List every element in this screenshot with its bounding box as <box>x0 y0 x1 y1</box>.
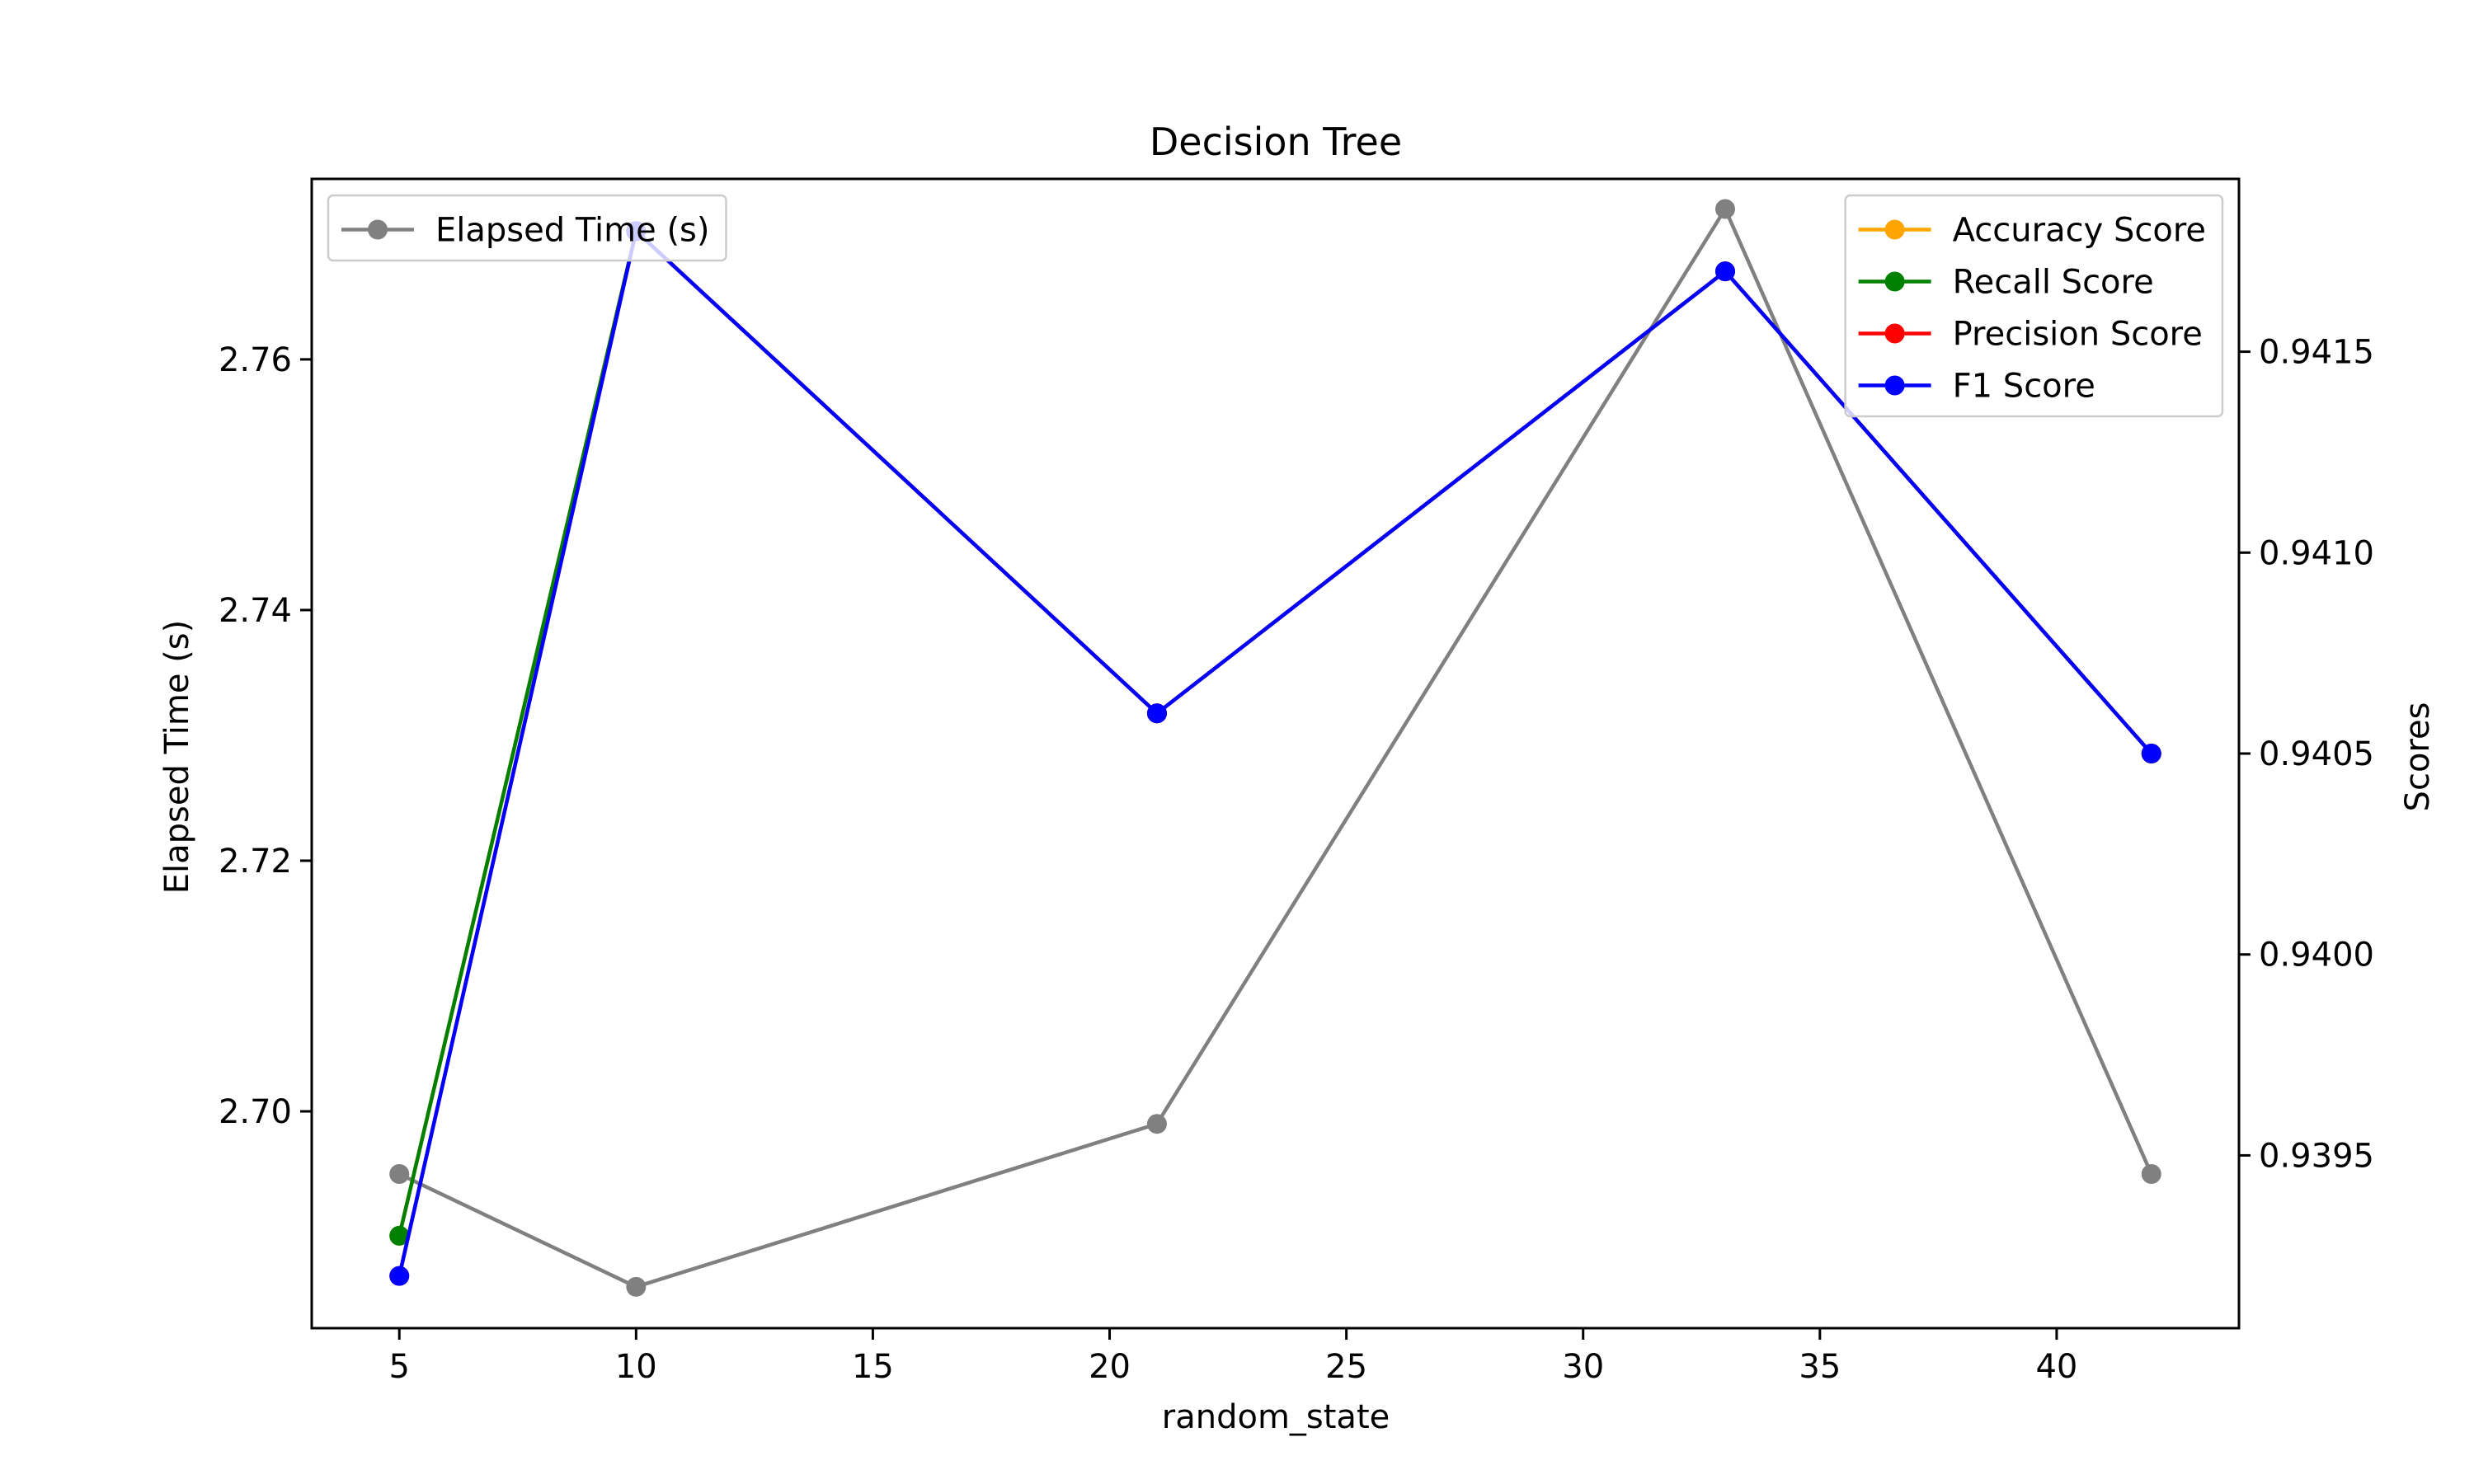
legend-label: Recall Score <box>1953 264 2154 302</box>
data-point-recall-score <box>389 1225 410 1246</box>
data-point-elapsed-time-s <box>1146 1114 1167 1134</box>
data-point-elapsed-time-s <box>389 1164 410 1185</box>
legend-marker-f1-score <box>1884 375 1905 396</box>
legend-marker-recall-score <box>1884 271 1905 292</box>
right-y-tick-label: 0.9405 <box>2259 735 2374 773</box>
data-point-f1-score <box>389 1266 410 1286</box>
left-y-tick-label: 2.74 <box>219 592 292 630</box>
right-y-axis-label: Scores <box>2399 702 2437 812</box>
data-point-elapsed-time-s <box>1714 199 1735 219</box>
series-elapsed-time-s <box>389 199 2161 1297</box>
legend-marker-accuracy-score <box>1884 219 1905 240</box>
data-point-elapsed-time-s <box>626 1276 647 1297</box>
x-tick-label: 40 <box>2035 1348 2077 1386</box>
chart-legends: Elapsed Time (s) Accuracy Score Recall Sco… <box>327 194 2224 418</box>
x-tick-label: 5 <box>389 1348 410 1386</box>
x-tick-label: 10 <box>615 1348 657 1386</box>
x-tick-label: 30 <box>1562 1348 1604 1386</box>
left-y-axis-label: Elapsed Time (s) <box>158 620 196 895</box>
legend-label: Accuracy Score <box>1953 212 2206 250</box>
right-y-tick-label: 0.9415 <box>2259 334 2374 372</box>
right-y-tick-label: 0.9410 <box>2259 534 2374 572</box>
x-tick-label: 35 <box>1799 1348 1841 1386</box>
legend-box <box>1844 194 2224 418</box>
right-y-tick-label: 0.9395 <box>2259 1137 2374 1175</box>
legend-upper-right: Accuracy Score Recall Score Precision Scor… <box>1844 194 2224 418</box>
data-point-elapsed-time-s <box>2141 1164 2161 1185</box>
data-point-f1-score <box>1146 703 1167 724</box>
data-point-f1-score <box>2141 744 2161 763</box>
data-point-f1-score <box>1714 261 1735 282</box>
legend-marker-elapsed-time-s <box>368 219 388 240</box>
legend-label: Elapsed Time (s) <box>435 212 710 250</box>
right-y-tick-label: 0.9400 <box>2259 937 2374 974</box>
x-axis-label: random_state <box>1162 1398 1390 1436</box>
left-y-tick-label: 2.72 <box>219 843 292 881</box>
legend-upper-left: Elapsed Time (s) <box>327 194 727 262</box>
legend-marker-precision-score <box>1884 323 1905 344</box>
chart-title: Decision Tree <box>1150 120 1402 164</box>
x-tick-label: 25 <box>1325 1348 1367 1386</box>
chart-axes: 5 10 15 20 25 30 35 40 2.70 2.72 2.74 2.76 0.9395 0.9… <box>219 334 2374 1386</box>
legend-label: Precision Score <box>1953 316 2203 354</box>
legend-label: F1 Score <box>1953 368 2095 406</box>
legend-box <box>327 194 727 262</box>
left-y-tick-label: 2.76 <box>219 341 292 379</box>
x-tick-label: 15 <box>852 1348 894 1386</box>
left-y-tick-label: 2.70 <box>219 1093 292 1131</box>
x-tick-label: 20 <box>1089 1348 1131 1386</box>
